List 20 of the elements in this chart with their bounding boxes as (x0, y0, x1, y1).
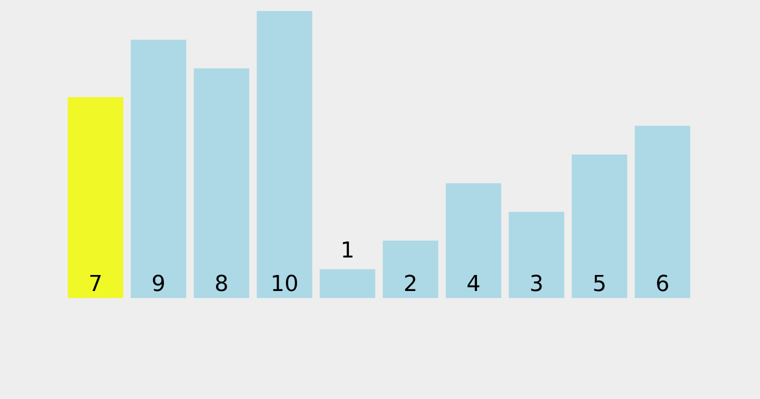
bar (634, 126, 690, 298)
data-label: 10 (270, 272, 298, 297)
data-label: 7 (88, 272, 102, 297)
bar (68, 97, 124, 298)
bar (382, 240, 438, 298)
data-label: 6 (656, 272, 670, 297)
bar (572, 154, 628, 298)
bar (194, 68, 250, 298)
data-label: 9 (152, 272, 166, 297)
data-label: 8 (214, 272, 228, 297)
bar (320, 269, 376, 298)
data-label: 1 (340, 238, 354, 264)
data-label: 4 (466, 272, 480, 297)
bar (446, 183, 502, 298)
bar (130, 40, 186, 298)
data-label: 3 (530, 272, 544, 297)
bar (508, 212, 564, 298)
data-label: 2 (404, 272, 418, 297)
bar (256, 11, 312, 298)
data-label: 5 (592, 272, 606, 297)
